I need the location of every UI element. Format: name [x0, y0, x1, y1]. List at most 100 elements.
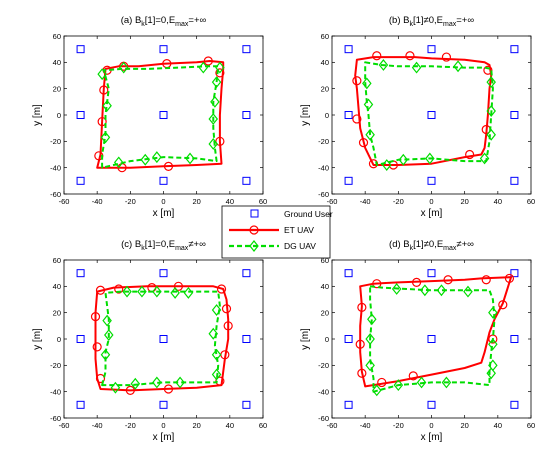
dg-uav-marker: [365, 333, 375, 345]
x-tick-label: 40: [494, 197, 502, 206]
dg-uav-trajectory: [369, 285, 496, 393]
et-uav-marker: [90, 312, 101, 322]
dg-uav-marker: [215, 61, 225, 74]
ground-user-point: [510, 400, 519, 409]
dg-uav-marker: [113, 156, 124, 169]
x-tick-label: -20: [393, 197, 404, 206]
dg-uav-marker: [211, 76, 222, 89]
legend-et-uav-label: ET UAV: [284, 225, 314, 235]
et-uav-marker: [215, 68, 225, 78]
dg-uav-marker: [208, 138, 219, 150]
x-tick-label: 60: [259, 197, 267, 206]
et-uav-marker: [405, 51, 415, 61]
y-tick-label: -60: [318, 414, 329, 423]
y-tick-label: 40: [53, 282, 61, 291]
panel-title-text: ≠+∞: [456, 239, 474, 250]
dg-uav-marker: [488, 306, 498, 319]
panel-title-subscript: k: [410, 245, 414, 252]
dg-uav-marker: [398, 153, 409, 166]
plot-area-frame: [63, 259, 264, 419]
et-uav-marker: [203, 56, 213, 66]
panel-title-subscript: max: [175, 245, 189, 252]
y-axis-label: y [m]: [300, 104, 311, 126]
panel-title-subscript: max: [443, 21, 457, 28]
y-tick-label: 40: [321, 282, 329, 291]
legend-entry-dg-uav: DG UAV: [229, 240, 316, 252]
et-uav-marker: [352, 114, 362, 124]
panel-title-text: (b) B: [389, 15, 410, 26]
panel-title: (b) Bk[1]≠0,Emax=+∞: [389, 15, 474, 28]
x-tick-label: -40: [360, 197, 371, 206]
dg-uav-marker: [211, 304, 222, 316]
ground-user-point: [510, 45, 519, 54]
dg-uav-marker: [183, 286, 194, 299]
dg-uav-marker: [210, 95, 220, 108]
et-uav-marker: [465, 149, 475, 160]
panel-title-text: (a) B: [121, 15, 142, 26]
dg-uav-marker: [425, 152, 435, 165]
x-tick-label: -20: [125, 421, 136, 430]
ground-user-point: [510, 269, 519, 278]
panel-2: -60 -40 -20 0 20 40 60 -60 -40 -20 0 20 40 60 x [m] y […: [300, 15, 535, 219]
dg-uav-marker: [152, 151, 162, 164]
y-axis-label: y [m]: [32, 104, 43, 126]
y-tick-label: -40: [50, 163, 61, 172]
panel-title-text: =+∞: [456, 15, 474, 26]
dg-uav-marker: [100, 131, 111, 144]
dg-uav-marker: [185, 152, 195, 165]
x-tick-label: 0: [429, 197, 433, 206]
y-tick-label: 20: [321, 308, 329, 317]
et-uav-marker: [443, 275, 453, 285]
dg-uav-marker: [486, 367, 496, 380]
y-tick-label: -60: [318, 190, 329, 199]
dg-uav-marker: [479, 152, 490, 165]
ground-user-point: [76, 335, 85, 343]
ground-user-point: [76, 111, 85, 119]
dg-uav-marker: [211, 348, 222, 361]
x-tick-label: -20: [393, 421, 404, 430]
et-uav-marker: [481, 275, 491, 285]
et-uav-marker: [483, 65, 493, 75]
x-tick-label: -40: [360, 421, 371, 430]
panel-title-subscript: k: [141, 21, 145, 28]
et-uav-marker: [357, 368, 367, 378]
dg-uav-marker: [363, 98, 374, 111]
panel-title-text: (c) B: [121, 239, 141, 250]
x-axis-label: x [m]: [153, 432, 175, 443]
dg-uav-marker: [118, 61, 129, 74]
dg-uav-marker: [208, 112, 219, 125]
x-tick-label: -20: [125, 197, 136, 206]
y-tick-label: 20: [321, 84, 329, 93]
et-uav-marker: [441, 52, 452, 62]
panel-title: (a) Bk[1]=0,Emax=+∞: [121, 15, 207, 28]
x-tick-label: -60: [327, 197, 338, 206]
y-tick-label: 20: [53, 84, 61, 93]
et-uav-marker: [223, 321, 233, 331]
ground-user-point: [159, 111, 168, 119]
dg-uav-marker: [170, 286, 180, 299]
dg-uav-marker: [152, 376, 162, 389]
ground-user-point: [344, 335, 353, 343]
y-tick-label: -60: [50, 414, 61, 423]
dg-uav-marker: [102, 99, 112, 112]
y-tick-label: -40: [50, 387, 61, 396]
panel-title-text: (d) B: [389, 239, 410, 250]
y-tick-label: -20: [50, 137, 61, 146]
dg-uav-marker: [110, 381, 121, 394]
x-tick-label: 60: [527, 197, 535, 206]
dg-uav-marker: [97, 68, 107, 81]
ground-user-point: [76, 400, 85, 409]
dg-uav-marker: [486, 76, 496, 89]
x-tick-label: 20: [460, 421, 468, 430]
et-uav-marker: [163, 161, 174, 171]
dg-uav-marker: [372, 384, 382, 397]
y-tick-label: -20: [318, 137, 329, 146]
x-tick-label: 60: [259, 421, 267, 430]
ground-user-point: [344, 400, 353, 409]
panel-title-subscript: max: [443, 245, 457, 252]
dg-uav-marker: [441, 376, 452, 389]
panels: -60 -40 -20 0 20 40 60 -60 -40 -20 0 20 40 60 x [m] y […: [32, 15, 535, 443]
ground-user-point: [242, 335, 251, 343]
y-axis-label: y [m]: [300, 328, 311, 350]
dg-uav-trajectory: [101, 65, 220, 169]
